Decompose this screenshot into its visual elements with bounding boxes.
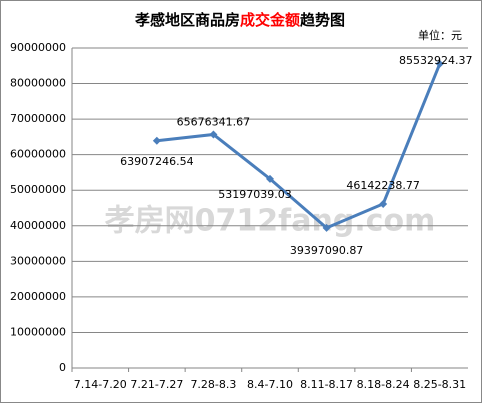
data-label: 39397090.87 bbox=[290, 244, 363, 257]
x-tick-label: 8.4-7.10 bbox=[247, 378, 293, 391]
x-tick-label: 7.14-7.20 bbox=[74, 378, 127, 391]
marker bbox=[435, 59, 444, 68]
chart-title: 孝感地区商品房成交金额趋势图 bbox=[134, 11, 345, 29]
marker bbox=[209, 130, 218, 139]
x-tick-label: 7.21-7.27 bbox=[130, 378, 183, 391]
y-tick-label: 70000000 bbox=[10, 112, 66, 125]
title-part: 成交金额 bbox=[240, 11, 300, 29]
marker bbox=[379, 199, 388, 208]
data-label: 46142238.77 bbox=[346, 179, 419, 192]
title-part: 孝感地区商品房 bbox=[134, 11, 240, 29]
watermark: 孝房网0712fang.com bbox=[105, 204, 436, 239]
x-tick-label: 8.18-8.24 bbox=[357, 378, 410, 391]
marker bbox=[152, 136, 161, 145]
data-label: 85532924.37 bbox=[399, 54, 472, 67]
y-tick-label: 30000000 bbox=[10, 254, 66, 267]
title-part: 趋势图 bbox=[300, 11, 345, 29]
y-tick-label: 50000000 bbox=[10, 183, 66, 196]
x-tick-label: 7.28-8.3 bbox=[190, 378, 236, 391]
y-tick-label: 60000000 bbox=[10, 148, 66, 161]
line bbox=[156, 63, 442, 230]
data-label: 65676341.67 bbox=[177, 115, 250, 128]
x-tick-label: 8.25-8.31 bbox=[413, 378, 466, 391]
unit-label: 单位：元 bbox=[418, 28, 462, 42]
y-tick-label: 0 bbox=[59, 361, 66, 374]
y-tick-label: 20000000 bbox=[10, 290, 66, 303]
y-tick-label: 90000000 bbox=[10, 41, 66, 54]
data-label: 63907246.54 bbox=[120, 155, 193, 168]
x-tick-label: 8.11-8.17 bbox=[300, 378, 353, 391]
marker bbox=[322, 223, 331, 232]
y-tick-label: 80000000 bbox=[10, 77, 66, 90]
marker bbox=[266, 174, 274, 183]
y-tick-label: 10000000 bbox=[10, 325, 66, 338]
y-tick-label: 40000000 bbox=[10, 219, 66, 232]
data-label: 53197039.03 bbox=[218, 188, 291, 201]
